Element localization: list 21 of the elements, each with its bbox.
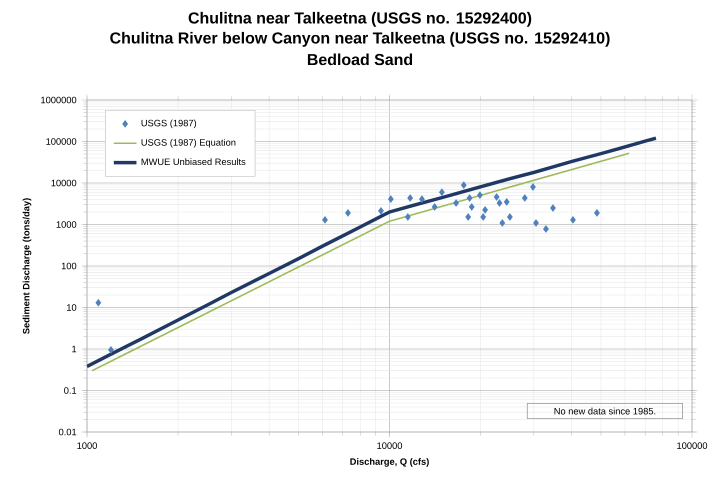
annotation: No new data since 1985. xyxy=(554,408,656,414)
x-tick-label: 100000 xyxy=(677,442,708,449)
y-tick-label: 1000 xyxy=(56,221,76,228)
y-tick-label: 100000 xyxy=(46,138,76,145)
text: Bedload Sand xyxy=(308,53,412,66)
y-tick-label: 0.1 xyxy=(64,387,76,394)
y-tick-label: 100 xyxy=(62,262,76,270)
y-tick-label: 1 xyxy=(72,346,76,352)
legend-label: USGS (1987) Equation xyxy=(142,138,236,148)
x-axis-title: Discharge, Q (cfs) xyxy=(350,458,429,467)
legend-label: USGS (1987) xyxy=(142,120,196,128)
legend-label: MWUE Unbiased Results xyxy=(142,158,246,166)
y-tick-label: 1000000 xyxy=(41,96,76,104)
chart-subtitle: Chulitna River below Canyon near Talkeetna (USGS no. 15292410) xyxy=(110,32,610,47)
y-tick-label: 0.01 xyxy=(58,428,76,436)
y-axis-title: Sediment Discharge (tons/day) xyxy=(22,198,32,334)
y-tick-label: 10000 xyxy=(52,180,76,186)
x-tick-label: 1000 xyxy=(77,442,97,449)
chart-title: Chulitna near Talkeetna (USGS no. 15292400) xyxy=(188,12,532,27)
x-tick-label: 10000 xyxy=(377,442,402,449)
y-tick-label: 10 xyxy=(67,304,76,311)
